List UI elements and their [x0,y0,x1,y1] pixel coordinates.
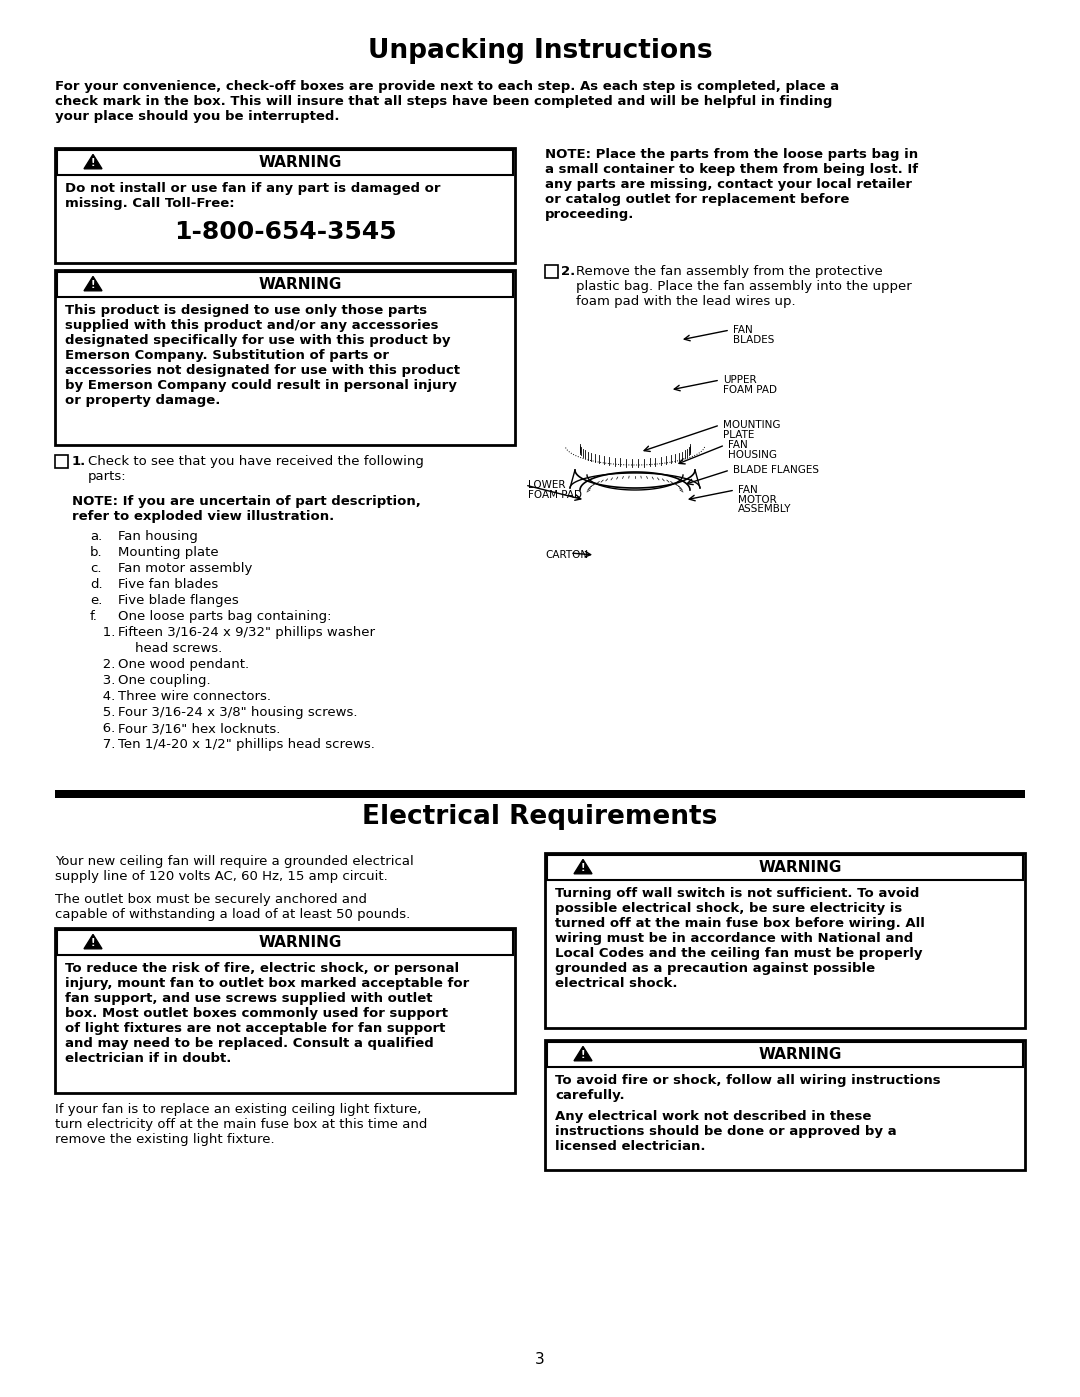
Text: Do not install or use fan if any part is damaged or
missing. Call Toll-Free:: Do not install or use fan if any part is… [65,182,441,210]
Text: 1-800-654-3545: 1-800-654-3545 [174,219,396,244]
Text: MOUNTING: MOUNTING [723,420,781,430]
Text: Unpacking Instructions: Unpacking Instructions [367,38,713,64]
Text: WARNING: WARNING [258,277,341,292]
Text: 3.: 3. [90,673,116,687]
Text: 4.: 4. [90,690,116,703]
Bar [546,855,1023,880]
Text: Turning off wall switch is not sufficient. To avoid
possible electrical shock, b: Turning off wall switch is not sufficien… [555,887,924,990]
Text: Fifteen 3/16-24 x 9/32" phillips washer: Fifteen 3/16-24 x 9/32" phillips washer [118,626,375,638]
Text: Remove the fan assembly from the protective
plastic bag. Place the fan assembly : Remove the fan assembly from the protect… [576,265,912,307]
Text: !: ! [91,158,95,169]
Polygon shape [84,155,102,169]
Bar [55,928,515,1092]
Text: e.: e. [90,594,103,608]
Text: ASSEMBLY: ASSEMBLY [738,504,792,514]
Text: FAN: FAN [728,440,747,450]
Polygon shape [573,1046,592,1060]
Text: !: ! [91,939,95,949]
Polygon shape [84,935,102,949]
Bar [55,148,515,263]
Bar [545,854,1025,1028]
Text: Check to see that you have received the following
parts:: Check to see that you have received the … [87,455,423,483]
Text: NOTE: Place the parts from the loose parts bag in
a small container to keep them: NOTE: Place the parts from the loose par… [545,148,918,221]
Text: FOAM PAD: FOAM PAD [528,490,582,500]
Bar [57,930,513,956]
Text: For your convenience, check-off boxes are provide next to each step. As each ste: For your convenience, check-off boxes ar… [55,80,839,123]
Text: Mounting plate: Mounting plate [118,546,218,559]
Text: BLADE FLANGES: BLADE FLANGES [733,465,819,475]
Text: LOWER: LOWER [528,481,566,490]
Text: Five blade flanges: Five blade flanges [118,594,239,608]
Text: To avoid fire or shock, follow all wiring instructions
carefully.: To avoid fire or shock, follow all wirin… [555,1074,941,1102]
Text: !: ! [91,281,95,291]
Text: !: ! [581,863,585,873]
Bar [55,455,68,468]
Text: 5.: 5. [90,705,116,719]
Text: Fan housing: Fan housing [118,529,198,543]
Polygon shape [84,277,102,291]
Bar [545,1039,1025,1171]
Text: 6.: 6. [90,722,116,735]
Text: 1.: 1. [90,626,116,638]
Bar [546,1042,1023,1067]
Text: Electrical Requirements: Electrical Requirements [362,805,718,830]
Text: The outlet box must be securely anchored and
capable of withstanding a load of a: The outlet box must be securely anchored… [55,893,410,921]
Text: a.: a. [90,529,103,543]
Text: 7.: 7. [90,738,116,752]
Bar [545,265,558,278]
Text: One wood pendant.: One wood pendant. [118,658,249,671]
Text: WARNING: WARNING [758,861,841,875]
Text: FAN: FAN [738,485,758,495]
Bar [57,272,513,298]
Text: MOTOR: MOTOR [738,495,777,504]
Text: Four 3/16" hex locknuts.: Four 3/16" hex locknuts. [118,722,281,735]
Text: head screws.: head screws. [118,643,222,655]
Text: c.: c. [90,562,102,576]
Text: Any electrical work not described in these
instructions should be done or approv: Any electrical work not described in the… [555,1111,896,1153]
Text: UPPER: UPPER [723,374,757,386]
Text: f.: f. [90,610,98,623]
Text: b.: b. [90,546,103,559]
Text: 3: 3 [535,1352,545,1368]
Text: FOAM PAD: FOAM PAD [723,384,777,395]
Bar [55,789,1025,798]
Text: To reduce the risk of fire, electric shock, or personal
injury, mount fan to out: To reduce the risk of fire, electric sho… [65,963,469,1065]
Text: WARNING: WARNING [258,935,341,950]
Text: CARTON: CARTON [545,550,589,560]
Text: HOUSING: HOUSING [728,450,777,460]
Text: FAN: FAN [733,326,753,335]
Text: Fan motor assembly: Fan motor assembly [118,562,253,576]
Text: Ten 1/4-20 x 1/2" phillips head screws.: Ten 1/4-20 x 1/2" phillips head screws. [118,738,375,752]
Text: Five fan blades: Five fan blades [118,578,218,591]
Text: WARNING: WARNING [758,1046,841,1062]
Bar [55,270,515,446]
Polygon shape [573,859,592,873]
Text: Three wire connectors.: Three wire connectors. [118,690,271,703]
Text: If your fan is to replace an existing ceiling light fixture,
turn electricity of: If your fan is to replace an existing ce… [55,1104,428,1146]
Text: !: ! [581,1051,585,1060]
Text: One loose parts bag containing:: One loose parts bag containing: [118,610,332,623]
Text: 2.: 2. [90,658,116,671]
Text: WARNING: WARNING [258,155,341,170]
Text: d.: d. [90,578,103,591]
Text: One coupling.: One coupling. [118,673,211,687]
Text: NOTE: If you are uncertain of part description,
refer to exploded view illustrat: NOTE: If you are uncertain of part descr… [72,495,421,522]
Text: PLATE: PLATE [723,430,754,440]
Text: 2.: 2. [561,265,576,278]
Text: BLADES: BLADES [733,335,774,345]
Bar [57,149,513,175]
Text: 1.: 1. [72,455,86,468]
Text: This product is designed to use only those parts
supplied with this product and/: This product is designed to use only tho… [65,305,460,407]
Text: Four 3/16-24 x 3/8" housing screws.: Four 3/16-24 x 3/8" housing screws. [118,705,357,719]
Text: Your new ceiling fan will require a grounded electrical
supply line of 120 volts: Your new ceiling fan will require a grou… [55,855,414,883]
